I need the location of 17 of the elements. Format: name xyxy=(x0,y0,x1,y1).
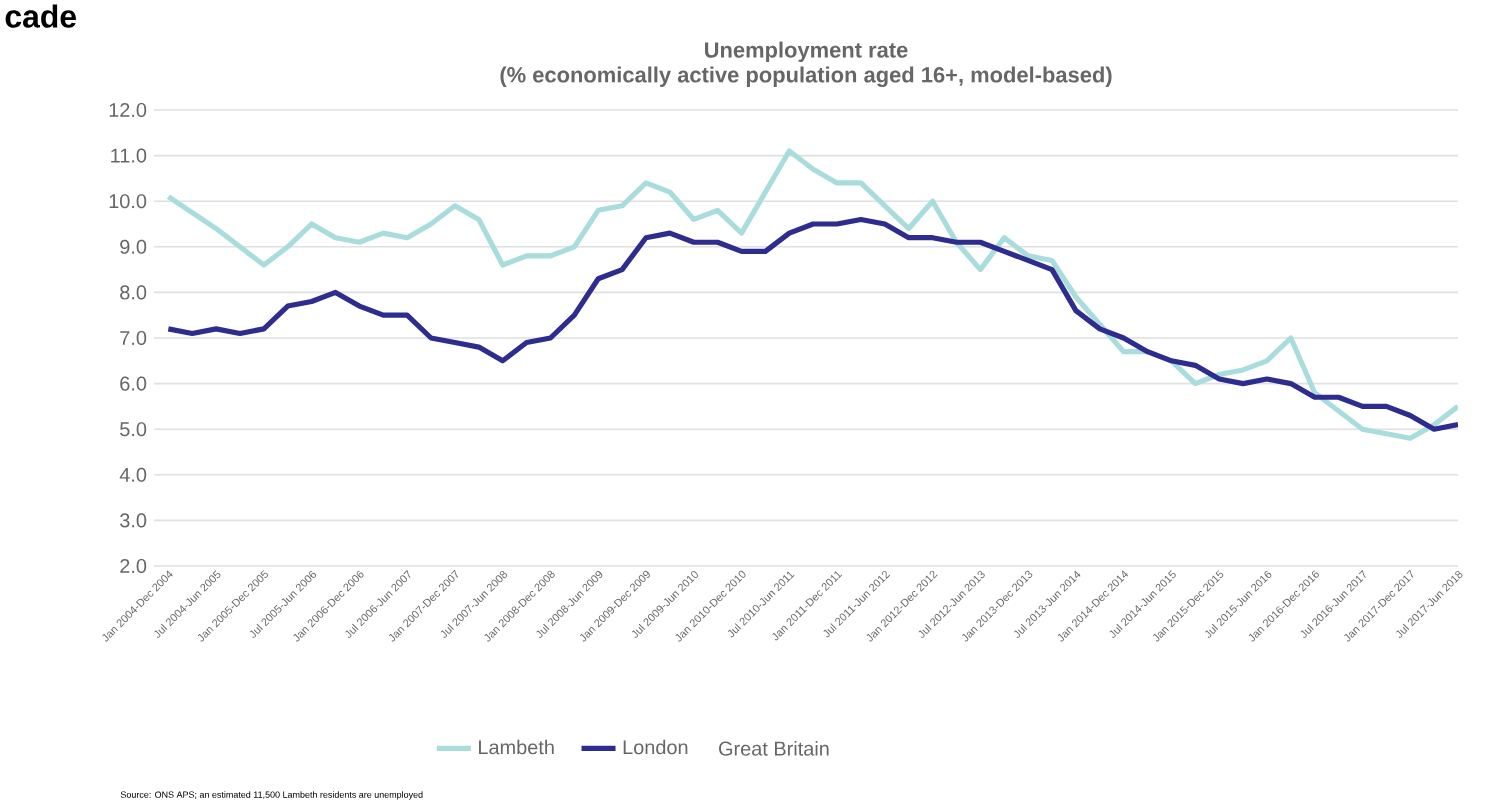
y-tick-label: 12.0 xyxy=(109,102,147,118)
chart-subtitle: (% economically active population aged 16+, model-based) xyxy=(500,66,1112,88)
chart-title: Unemployment rate xyxy=(705,41,908,62)
text: Great Britain xyxy=(719,741,829,756)
y-tick-label: 3.0 xyxy=(120,513,147,528)
legend-label: London xyxy=(623,739,688,755)
y-tick-label: 11.0 xyxy=(111,148,147,163)
text: cade xyxy=(5,4,76,28)
y-tick-label: 2.0 xyxy=(120,558,147,574)
y-tick-label: 10.0 xyxy=(109,194,147,209)
y-tick-label: 4.0 xyxy=(119,467,147,482)
y-tick-label: 6.0 xyxy=(120,376,147,391)
y-tick-label: 8.0 xyxy=(120,285,147,300)
y-tick-label: 5.0 xyxy=(120,422,147,437)
y-tick-label: 9.0 xyxy=(120,239,147,254)
y-tick-label: 7.0 xyxy=(120,330,147,346)
legend-label: Lambeth xyxy=(479,739,554,755)
